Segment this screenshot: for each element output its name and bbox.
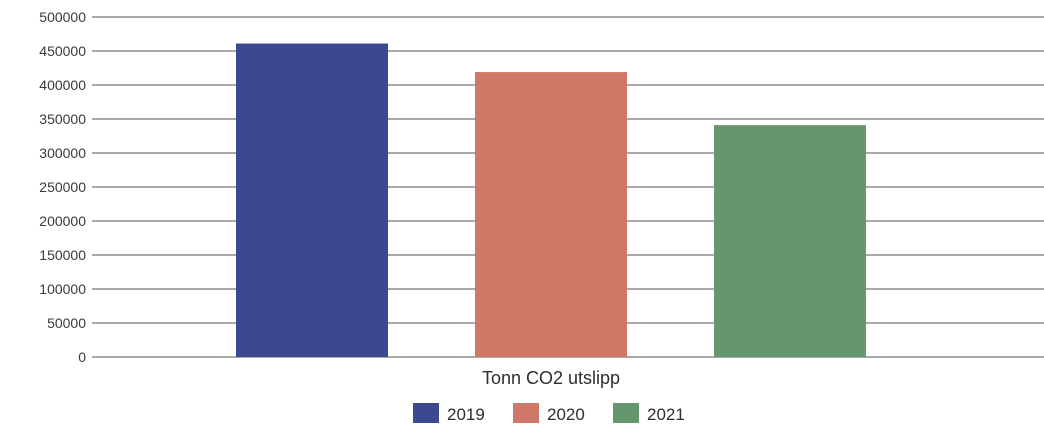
legend-label-2019: 2019 [447,405,485,424]
y-tick-label: 400000 [39,77,86,93]
bar-2019 [236,44,388,357]
x-axis-category-label: Tonn CO2 utslipp [482,368,620,388]
y-tick-label: 500000 [39,9,86,25]
bar-2020 [475,72,627,357]
y-axis-tick-labels: 0 50000 100000 150000 200000 250000 300000 3500… [39,9,86,365]
legend-swatch-2019 [413,403,439,423]
legend-swatch-2020 [513,403,539,423]
bars [236,44,866,357]
legend-label-2020: 2020 [547,405,585,424]
y-tick-label: 250000 [39,179,86,195]
y-tick-label: 100000 [39,281,86,297]
bar-2021 [714,125,866,357]
legend-label-2021: 2021 [647,405,685,424]
y-tick-label: 0 [78,349,86,365]
y-tick-label: 150000 [39,247,86,263]
legend: 2019 2020 2021 [413,403,685,424]
y-tick-label: 200000 [39,213,86,229]
legend-swatch-2021 [613,403,639,423]
y-tick-label: 50000 [47,315,86,331]
y-tick-label: 450000 [39,43,86,59]
y-tick-label: 350000 [39,111,86,127]
y-tick-label: 300000 [39,145,86,161]
